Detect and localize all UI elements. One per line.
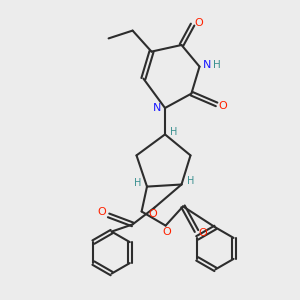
Text: N: N: [203, 60, 211, 70]
Text: H: H: [213, 60, 221, 70]
Text: O: O: [219, 101, 228, 111]
Text: O: O: [98, 207, 106, 218]
Text: O: O: [163, 227, 172, 237]
Text: H: H: [170, 127, 178, 137]
Text: O: O: [195, 18, 204, 28]
Text: N: N: [153, 103, 162, 113]
Text: H: H: [188, 176, 195, 186]
Text: O: O: [148, 209, 158, 219]
Text: H: H: [134, 178, 141, 188]
Text: O: O: [199, 228, 208, 239]
